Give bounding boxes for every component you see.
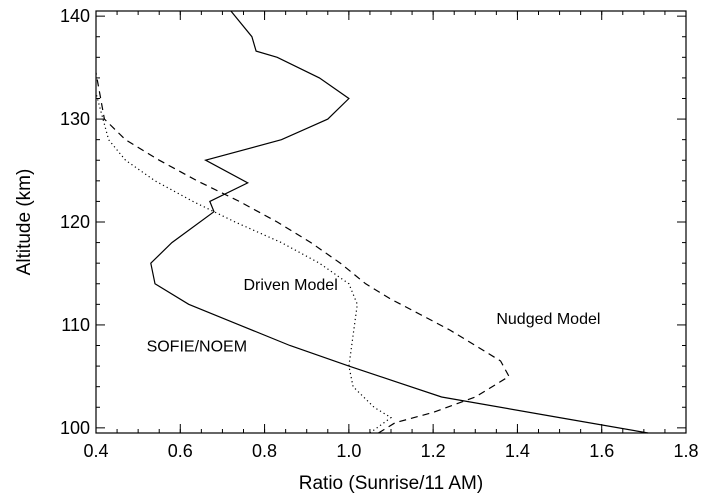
- axis-ticks: [95, 11, 687, 433]
- y-tick-label: 110: [61, 315, 90, 335]
- annotations: Driven Model Nudged Model SOFIE/NOEM: [147, 277, 601, 356]
- tick-labels: 0.4 0.6 0.8 1.0 1.2 1.4 1.6 1.8 100 110 120 130 140: [60, 6, 699, 461]
- series-annotation: Nudged Model: [496, 311, 600, 328]
- series-line-nudged-model: [95, 72, 510, 434]
- series-layer: [95, 10, 649, 434]
- x-tick-label: 0.8: [252, 441, 277, 461]
- plot-frame: [95, 10, 687, 434]
- x-tick-label: 1.4: [505, 441, 530, 461]
- y-tick-label: 120: [60, 212, 90, 232]
- series-line-driven-model: [95, 93, 393, 434]
- x-tick-label: 1.8: [673, 441, 698, 461]
- series-annotation: Driven Model: [244, 277, 338, 294]
- y-tick-label: 130: [60, 109, 90, 129]
- x-axis-label: Ratio (Sunrise/11 AM): [299, 473, 483, 494]
- x-tick-label: 1.2: [421, 441, 446, 461]
- x-tick-label: 1.0: [336, 441, 361, 461]
- series-annotation: SOFIE/NOEM: [147, 339, 247, 356]
- y-axis-label: Altitude (km): [14, 169, 35, 276]
- y-tick-label: 100: [60, 418, 90, 438]
- x-tick-label: 0.6: [168, 441, 193, 461]
- x-tick-label: 0.4: [83, 441, 108, 461]
- x-tick-label: 1.6: [589, 441, 614, 461]
- series-line-sofie-noem: [150, 10, 649, 434]
- y-tick-label: 140: [60, 6, 90, 26]
